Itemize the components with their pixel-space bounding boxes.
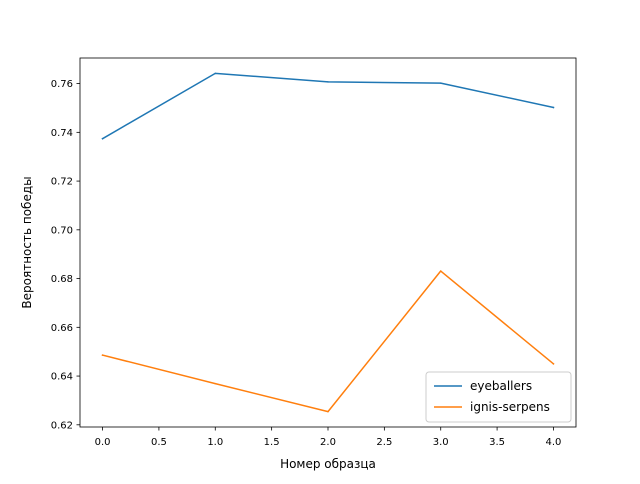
data-point-ignis-serpens-4 [552, 363, 555, 365]
y-axis-label: Вероятность победы [20, 176, 34, 308]
y-tick-label: 0.66 [51, 323, 73, 334]
legend-box [425, 371, 572, 423]
data-point-ignis-serpens-3 [439, 270, 442, 272]
data-point-ignis-serpens-2 [327, 410, 329, 413]
y-axis: 0.62 0.64 0.66 0.68 0.70 0.72 0.74 0.76 [51, 79, 80, 431]
data-point-eyeballers-0 [101, 137, 104, 140]
series-ignis-serpens [101, 270, 555, 413]
x-axis: 0.0 0.5 1.0 1.5 2.0 2.5 3.0 3.5 4.0 [95, 427, 562, 448]
x-tick-label: 3.5 [489, 437, 505, 448]
y-tick-label: 0.74 [51, 128, 73, 139]
data-point-ignis-serpens-1 [214, 382, 217, 385]
x-tick-label: 2.5 [376, 437, 392, 448]
x-tick-label: 1.5 [264, 437, 280, 448]
series-eyeballers [101, 72, 555, 140]
x-tick-label: 0.0 [95, 437, 111, 448]
y-tick-label: 0.70 [51, 225, 73, 236]
data-point-eyeballers-2 [327, 81, 329, 83]
x-tick-label: 2.0 [320, 437, 336, 448]
y-tick-label: 0.76 [51, 79, 73, 90]
y-tick-label: 0.72 [51, 177, 73, 188]
series-layer [101, 72, 555, 413]
x-tick-label: 0.5 [151, 437, 167, 448]
x-tick-label: 4.0 [546, 437, 562, 448]
legend: eyeballers ignis-serpens [425, 371, 572, 423]
data-point-eyeballers-1 [214, 72, 217, 75]
y-tick-label: 0.64 [51, 372, 73, 383]
x-axis-label: Номер образца [280, 457, 376, 471]
y-tick-label: 0.68 [51, 274, 73, 285]
data-point-eyeballers-4 [552, 106, 555, 109]
x-tick-label: 3.0 [433, 437, 449, 448]
data-point-eyeballers-3 [439, 82, 442, 84]
data-point-ignis-serpens-0 [101, 354, 104, 356]
x-tick-label: 1.0 [207, 437, 223, 448]
legend-label-ignis-serpens: ignis-serpens [470, 400, 550, 414]
legend-label-eyeballers: eyeballers [470, 379, 532, 393]
y-tick-label: 0.62 [51, 420, 73, 431]
